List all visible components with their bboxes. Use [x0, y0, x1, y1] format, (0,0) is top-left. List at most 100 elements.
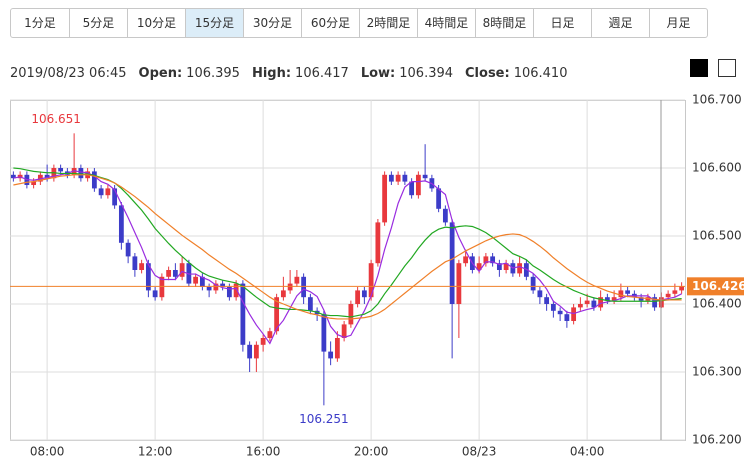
x-tick-label: 04:00	[570, 445, 605, 459]
candle-body	[577, 304, 583, 308]
candle-body	[652, 297, 658, 308]
candle-body	[145, 263, 151, 291]
candle-body	[274, 297, 280, 332]
candle-body	[253, 344, 259, 359]
candle-body	[206, 287, 212, 291]
field-value: 106.417	[295, 66, 349, 81]
moving-average-line	[13, 167, 682, 318]
candle-body	[172, 270, 178, 277]
candle-body	[199, 276, 205, 287]
field-value: 106.395	[186, 66, 240, 81]
min-label: 106.251	[299, 412, 349, 426]
candle-body	[550, 304, 556, 311]
candle-body	[638, 297, 644, 301]
field-label: Low:	[360, 66, 396, 81]
candle-body	[409, 181, 415, 196]
tab[interactable]: 60分足	[301, 9, 359, 37]
candle-body	[598, 297, 604, 308]
candle-body	[442, 208, 448, 223]
candle-body	[260, 338, 266, 345]
candle-body	[280, 290, 286, 298]
candle-body	[388, 174, 394, 182]
candle-body	[618, 290, 624, 298]
tab[interactable]: 日足	[533, 9, 591, 37]
candle-body	[348, 304, 354, 325]
field-label: Close:	[465, 66, 510, 81]
ohlc-info: 2019/08/23 06:45 Open: 106.395 High: 106.417…	[10, 66, 567, 81]
tab[interactable]: 15分足	[185, 9, 243, 37]
candle-body	[415, 174, 421, 196]
candle-body	[105, 188, 111, 196]
candle-body	[591, 300, 597, 308]
candle-body	[544, 297, 550, 304]
candle-body	[118, 205, 124, 243]
candle-body	[10, 174, 16, 179]
plot-area	[10, 100, 686, 441]
tab[interactable]: 月足	[649, 9, 707, 37]
candle-body	[584, 300, 590, 304]
candle-body	[37, 174, 43, 182]
tab[interactable]: 週足	[591, 9, 649, 37]
candle-body	[476, 263, 482, 270]
candle-body	[44, 174, 50, 179]
candle-body	[91, 171, 97, 189]
candle-body	[152, 290, 158, 298]
tab[interactable]: 4時間足	[417, 9, 475, 37]
candle-body	[496, 263, 502, 270]
field-value: 106.394	[399, 66, 454, 81]
candle-body	[267, 331, 273, 338]
candle-body	[334, 338, 340, 359]
candle-body	[422, 174, 428, 179]
candle-body	[287, 283, 293, 291]
candle-body	[564, 314, 570, 321]
candle-body	[307, 297, 313, 311]
y-tick-label: 106.300	[692, 365, 742, 379]
dark-theme-button[interactable]	[690, 59, 708, 77]
candle-body	[490, 256, 496, 264]
tab[interactable]: 8時間足	[475, 9, 533, 37]
candle-body	[112, 188, 118, 206]
candle-body	[213, 283, 219, 291]
candle-body	[139, 263, 145, 270]
x-tick-label: 12:00	[138, 445, 173, 459]
moving-average-line	[13, 170, 682, 345]
tab[interactable]: 5分足	[69, 9, 127, 37]
moving-average-line	[13, 174, 682, 320]
x-tick-label: 20:00	[354, 445, 389, 459]
candle-body	[537, 290, 543, 298]
candle-body	[395, 174, 401, 182]
tab[interactable]: 30分足	[243, 9, 301, 37]
candle-body	[132, 256, 138, 270]
candle-body	[382, 174, 388, 223]
candle-body	[436, 188, 442, 209]
candle-body	[463, 256, 469, 264]
candle-body	[456, 263, 462, 304]
light-theme-button[interactable]	[718, 59, 736, 77]
candle-body	[571, 307, 577, 321]
datetime: 2019/08/23 06:45	[10, 66, 127, 81]
price-tag	[687, 277, 744, 296]
candle-body	[530, 276, 536, 291]
candle-body	[78, 168, 84, 179]
candle-body	[71, 168, 77, 175]
tab[interactable]: 2時間足	[359, 9, 417, 37]
field-value: 106.410	[513, 66, 568, 81]
tab[interactable]: 1分足	[24, 16, 56, 30]
candle-body	[220, 283, 226, 287]
candle-body	[193, 276, 199, 284]
candle-body	[375, 222, 381, 264]
x-tick-label: 08/23	[462, 445, 497, 459]
tab[interactable]: 10分足	[127, 9, 185, 37]
candle-body	[226, 287, 232, 298]
candle-body	[557, 310, 563, 315]
candle-body	[294, 276, 300, 284]
candle-body	[301, 276, 307, 298]
candle-body	[247, 344, 253, 359]
candle-body	[58, 168, 64, 172]
field-label: Open:	[138, 66, 183, 81]
candle-body	[517, 263, 523, 274]
candle-body	[321, 314, 327, 352]
candle-body	[604, 297, 610, 301]
y-tick-label: 106.700	[692, 93, 742, 107]
candle-body	[672, 290, 678, 294]
